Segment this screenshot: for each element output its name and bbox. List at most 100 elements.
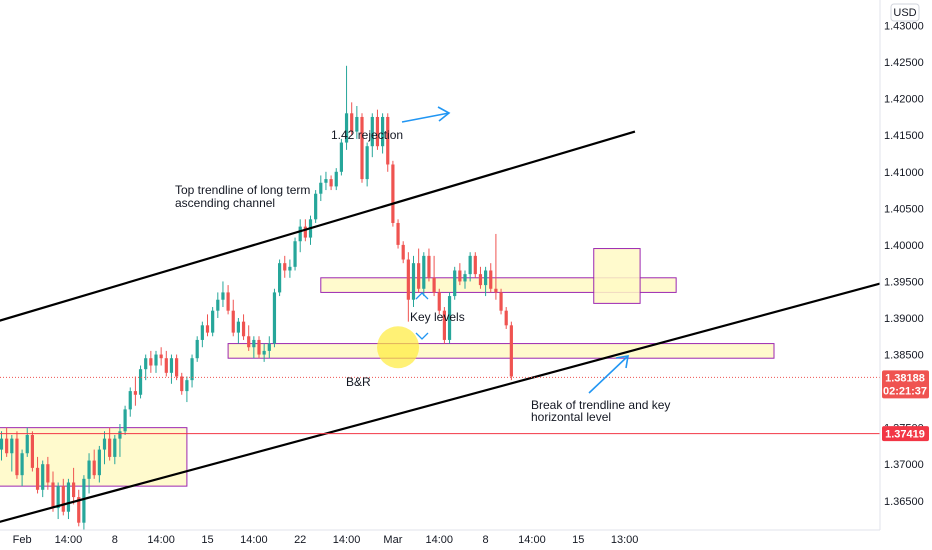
candle-body <box>123 409 127 432</box>
top-trendline-label-2: ascending channel <box>175 196 275 210</box>
trendlines-layer <box>0 130 929 523</box>
candle-body <box>180 376 184 392</box>
price-tick-label: 1.40000 <box>884 240 924 252</box>
candle-body <box>473 255 477 275</box>
candle-body <box>396 222 400 245</box>
candle-body <box>10 438 14 454</box>
zones-layer <box>0 248 775 487</box>
candle-body <box>468 255 472 275</box>
candle-body <box>205 325 210 333</box>
candle-body <box>164 358 168 373</box>
candle-body <box>113 438 117 457</box>
candle-body <box>56 486 60 509</box>
candle-body <box>5 438 9 454</box>
candle-body <box>159 354 163 359</box>
time-tick-label: 14:00 <box>147 534 175 546</box>
current-price-badge-bg <box>882 370 929 399</box>
candle-body <box>375 116 380 147</box>
candle-body <box>453 270 457 297</box>
candle-body <box>463 274 467 282</box>
candle-body <box>447 296 452 340</box>
candle-body <box>61 486 65 512</box>
candle-body <box>46 464 50 483</box>
candle-body <box>406 259 410 300</box>
candle-body <box>288 266 292 271</box>
time-tick-label: 8 <box>483 534 489 546</box>
candle-body <box>221 292 225 300</box>
candle-body <box>35 467 40 490</box>
time-axis[interactable]: Feb 14:00 8 14:00 15 14:00 22 14:00 Mar 14:00 8 14:… <box>0 529 880 550</box>
key-level-lower <box>227 343 775 359</box>
br-label: B&R <box>346 375 371 389</box>
candle-body <box>391 164 395 223</box>
candle-body <box>211 310 215 333</box>
candle-body <box>20 453 24 476</box>
time-tick-label: 13:00 <box>611 534 639 546</box>
price-tick-label: 1.39500 <box>884 276 924 288</box>
level-price-badge: 1.37419 <box>882 426 929 442</box>
price-tick-label: 1.38500 <box>884 350 924 362</box>
candle-body <box>278 263 282 293</box>
price-axis[interactable]: USD 1.365001.370001.375001.380001.385001… <box>879 0 932 550</box>
candle-body <box>118 431 122 439</box>
candle-body <box>200 325 204 340</box>
countdown-value: 02:21:37 <box>883 385 927 397</box>
candle-body <box>350 113 354 132</box>
key-levels-arrow-up <box>415 292 429 300</box>
candle-body <box>133 391 137 395</box>
candle-body <box>128 391 132 410</box>
candle-body <box>283 263 287 271</box>
candle-body <box>303 226 307 238</box>
candle-body <box>262 350 266 355</box>
price-tick-label: 1.43000 <box>884 21 924 33</box>
candle-body <box>216 299 220 311</box>
candle-body <box>87 460 91 479</box>
candle-body <box>190 358 194 381</box>
candle-body <box>169 358 174 373</box>
current-price-value: 1.38188 <box>885 372 925 384</box>
candle-body <box>149 358 153 366</box>
candle-body <box>66 482 71 512</box>
time-tick-label: 8 <box>112 534 118 546</box>
price-tick-label: 1.41000 <box>884 167 924 179</box>
level-price-value: 1.37419 <box>885 429 925 441</box>
time-tick-label: 14:00 <box>518 534 546 546</box>
break-arrowhead <box>615 355 629 369</box>
candle-body <box>339 142 343 172</box>
candle-body <box>319 182 323 194</box>
currency-badge[interactable] <box>890 3 920 22</box>
candle-body <box>97 449 101 476</box>
candle-body <box>298 226 302 242</box>
price-tick-label: 1.40500 <box>884 203 924 215</box>
candles-layer <box>0 65 513 534</box>
candle-body <box>154 354 158 366</box>
key-levels-label: Key levels <box>410 310 465 324</box>
candle-body <box>489 270 493 289</box>
time-tick-label: 14:00 <box>55 534 83 546</box>
candle-body <box>422 255 426 289</box>
candle-body <box>509 325 513 377</box>
time-tick-label: 14:00 <box>425 534 453 546</box>
key-levels-arrow-down <box>415 332 429 340</box>
bottom-trendline <box>0 269 929 523</box>
candle-body <box>344 113 349 143</box>
candle-body <box>92 460 96 476</box>
time-tick-label: 22 <box>294 534 306 546</box>
br-highlight-circle <box>377 326 420 369</box>
candle-body <box>195 339 199 359</box>
candle-body <box>82 478 86 523</box>
candle-body <box>360 116 364 180</box>
price-tick-label: 1.42000 <box>884 94 924 106</box>
rejection-label: 1.42 rejection <box>331 128 403 142</box>
candle-body <box>236 321 240 333</box>
time-tick-label: 15 <box>201 534 213 546</box>
time-tick-label: 15 <box>572 534 584 546</box>
time-tick-label: 14:00 <box>240 534 268 546</box>
candle-body <box>442 310 446 340</box>
candle-body <box>108 438 112 457</box>
currency-label: USD <box>893 7 916 19</box>
candle-body <box>138 369 143 395</box>
candle-body <box>494 288 498 293</box>
candle-body <box>15 438 19 476</box>
